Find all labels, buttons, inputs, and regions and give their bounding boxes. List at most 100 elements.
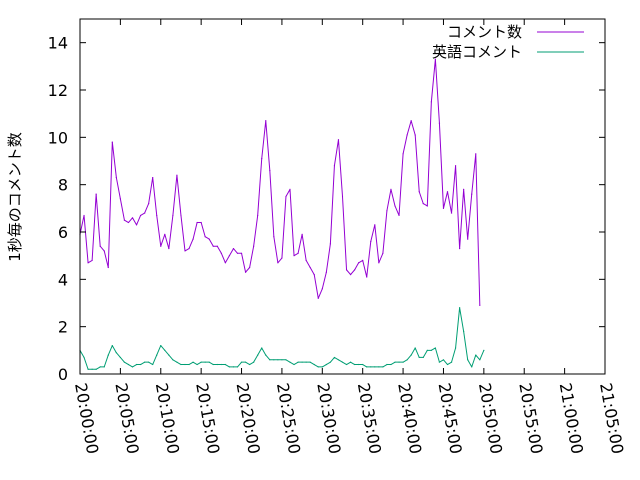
data-point [329,243,331,245]
data-point [414,134,416,136]
data-point [269,359,271,361]
data-point [208,238,210,240]
data-point [220,252,222,254]
data-point [111,345,113,347]
data-point [204,361,206,363]
data-point [410,354,412,356]
data-point [418,191,420,193]
data-point [378,262,380,264]
data-point [196,221,198,224]
data-point [386,363,388,366]
data-point [196,363,198,366]
data-point [123,219,126,221]
data-point [188,247,190,250]
data-point [313,363,315,366]
data-point [95,193,97,195]
data-point [244,271,247,273]
data-point [240,361,243,363]
data-point [220,363,222,366]
data-point [333,356,336,359]
data-point [249,266,251,269]
data-point [398,361,400,363]
data-point [414,347,416,349]
data-point [249,363,251,366]
data-point [337,139,340,141]
data-point [374,224,376,226]
data-point [446,191,449,193]
data-point [374,366,376,368]
y-axis-label: 1秒毎のコメント数 [6,132,24,262]
data-point [479,359,481,361]
data-point [321,366,323,368]
data-point [257,354,259,356]
data-point [228,366,231,368]
data-point [450,212,453,214]
data-point [176,174,178,176]
data-point [406,359,408,361]
data-point [394,361,396,363]
data-point [293,363,295,366]
data-point [285,359,287,361]
data-point [253,361,255,363]
data-point [402,153,404,155]
data-point [317,366,319,368]
data-point [91,368,93,370]
data-point [139,214,142,217]
data-point [172,359,174,361]
data-point [180,214,182,217]
data-point [261,347,263,349]
data-point [200,361,202,363]
data-point [188,363,190,366]
data-point [354,269,356,271]
data-point [115,176,117,179]
y-tick-label: 6 [58,223,68,242]
data-point [103,250,105,252]
data-point [325,363,327,366]
data-point [370,366,372,368]
data-point [378,366,380,368]
data-point [277,262,279,264]
data-point [475,354,477,356]
data-point [172,214,174,217]
data-point [309,266,311,269]
data-point [144,361,146,363]
data-point [127,221,130,224]
data-point [467,359,469,361]
data-point [265,120,267,122]
series-line-1 [79,58,481,306]
data-point [148,203,150,205]
data-point [236,366,239,368]
data-point [349,361,352,363]
data-point [313,274,315,276]
data-point [471,193,473,195]
data-point [333,165,336,167]
data-point [265,354,267,356]
data-point [87,262,89,264]
data-point [345,363,348,366]
data-point [430,349,432,351]
legend-label: コメント数 [447,23,522,41]
data-point [285,195,287,198]
data-point [224,363,226,366]
data-point [160,345,162,347]
data-point [99,245,101,247]
data-point [269,169,271,172]
data-point [305,259,307,261]
data-point [139,363,142,366]
data-point [99,366,101,368]
data-point [164,349,166,351]
data-point [180,363,182,366]
data-point [244,361,247,363]
data-point [236,252,239,254]
data-point [131,366,134,368]
y-tick-label: 4 [58,270,68,289]
data-point [216,245,218,247]
data-point [406,134,408,136]
data-point [362,259,364,261]
data-point [297,361,299,363]
data-point [442,359,445,361]
data-point [358,363,360,366]
data-point [390,363,392,366]
